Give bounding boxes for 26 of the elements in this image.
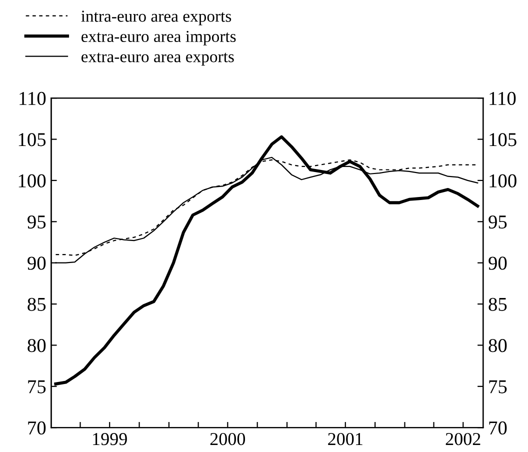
y2-tick-label: 105 [490,133,516,146]
y-tick-label: 110 [20,92,46,106]
x-tick-label: 2001 [328,432,362,446]
y2-tick-label: 90 [488,256,507,270]
y2-tick-label: 95 [488,216,507,229]
y-tick-label: 105 [18,133,46,146]
y-tick-label: 100 [18,174,46,188]
line-series [54,135,480,386]
legend-label: extra-euro area imports [81,30,236,46]
y2-tick-label: 100 [490,174,516,188]
y-tick-label: 85 [28,298,46,311]
y-tick-label: 90 [28,256,46,270]
legend-label: intra-euro area exports [81,10,232,26]
x-tick-label: 2000 [210,432,246,446]
y2-tick-label: 70 [489,421,507,435]
y-tick-label: 95 [28,216,46,229]
x-tick-label: 2002 [446,432,480,446]
x-tick-label: 1999 [93,433,127,446]
y2-tick-label: 80 [488,339,507,352]
legend-label: extra-euro area exports [81,52,234,66]
y-tick-label: 70 [28,421,46,435]
y-tick-label: 75 [28,380,46,394]
y2-tick-label: 75 [489,380,507,394]
y2-tick-label: 110 [490,92,516,106]
y-tick-label: 80 [28,339,46,352]
y2-tick-label: 85 [488,298,507,311]
